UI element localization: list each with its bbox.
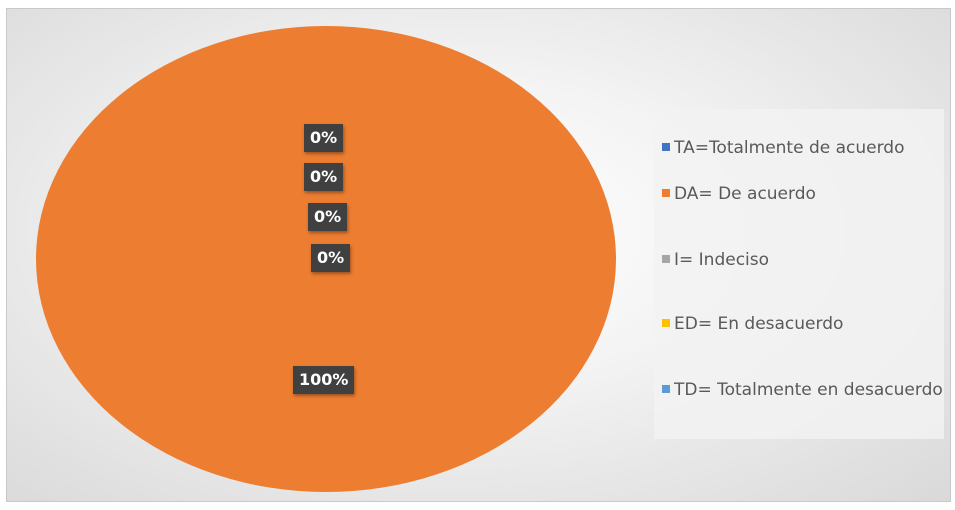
chart-area: TA=Totalmente de acuerdo DA= De acuerdo … (6, 8, 951, 502)
legend-label-td: TD= Totalmente en desacuerdo (674, 380, 943, 400)
legend-label-ed: ED= En desacuerdo (674, 314, 844, 334)
legend-item-ed: ED= En desacuerdo (662, 313, 944, 335)
legend: TA=Totalmente de acuerdo DA= De acuerdo … (654, 109, 944, 439)
legend-swatch-ta (662, 143, 670, 151)
data-label-ed: 0% (308, 203, 348, 231)
data-label-ta: 0% (304, 124, 344, 152)
data-label-i: 0% (304, 163, 344, 191)
legend-item-ta: TA=Totalmente de acuerdo (662, 137, 944, 159)
data-label-td: 0% (311, 244, 351, 272)
legend-swatch-ed (662, 319, 670, 327)
legend-swatch-da (662, 189, 670, 197)
data-label-da: 100% (293, 366, 355, 394)
legend-item-td: TD= Totalmente en desacuerdo (662, 379, 944, 401)
legend-label-da: DA= De acuerdo (674, 184, 816, 204)
legend-label-ta: TA=Totalmente de acuerdo (674, 138, 905, 158)
legend-label-i: I= Indeciso (674, 250, 770, 270)
legend-item-i: I= Indeciso (662, 249, 944, 271)
legend-item-da: DA= De acuerdo (662, 183, 944, 205)
legend-swatch-td (662, 385, 670, 393)
legend-swatch-i (662, 255, 670, 263)
